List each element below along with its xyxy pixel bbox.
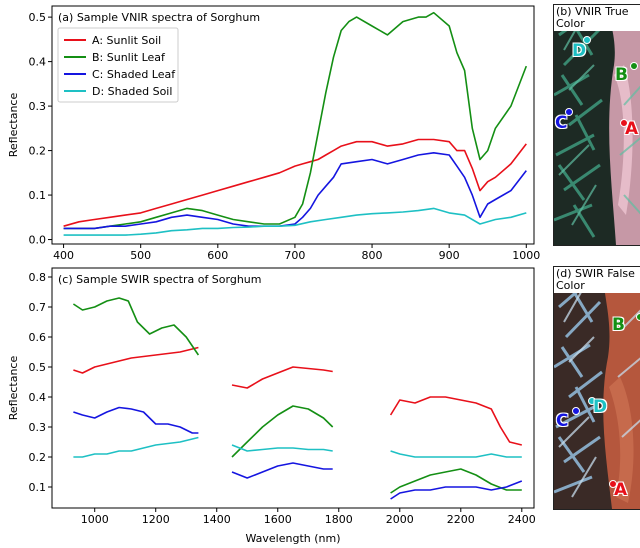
marker-label-a: A <box>625 119 639 139</box>
swir-image-graphic <box>554 267 640 509</box>
series-line-b <box>63 11 528 230</box>
series-line-b <box>390 468 522 494</box>
x-tick-label: 400 <box>53 249 74 262</box>
marker-c <box>565 108 573 116</box>
vnir-true-color-image: (b) VNIR True Color D B C A <box>553 4 640 246</box>
y-tick-label: 0.7 <box>29 301 47 314</box>
series-lines <box>63 11 528 236</box>
legend-label: B: Sunlit Leaf <box>92 51 166 64</box>
series-line-b <box>72 297 200 356</box>
marker-label-a: A <box>614 480 628 500</box>
x-axis-label: Wavelength (nm) <box>245 532 340 545</box>
marker-label-d: D <box>593 397 608 417</box>
legend-box <box>57 27 179 103</box>
plot-frame <box>51 5 535 245</box>
y-tick-label: 0.0 <box>29 234 47 247</box>
x-tick-label: 2200 <box>447 513 475 526</box>
legend-label: C: Shaded Leaf <box>92 68 176 81</box>
x-tick-label: 2400 <box>508 513 536 526</box>
x-tick-label: 1200 <box>142 513 170 526</box>
x-tick-label: 1000 <box>81 513 109 526</box>
swir-spectra-chart: (c) Sample SWIR spectra of Sorghum Refle… <box>7 267 536 545</box>
series-line-a <box>389 396 522 446</box>
y-tick-label: 0.8 <box>29 271 47 284</box>
image-title: (d) SWIR False Color <box>554 267 640 293</box>
x-tick-label: 600 <box>207 249 228 262</box>
series-line-d <box>390 450 522 458</box>
x-tick-label: 800 <box>362 249 383 262</box>
legend-label: A: Sunlit Soil <box>92 34 161 47</box>
marker-label-c: C <box>555 113 568 133</box>
y-tick-label: 0.1 <box>29 189 47 202</box>
series-line-d <box>231 444 333 452</box>
x-tick-label: 1400 <box>203 513 231 526</box>
series-line-b <box>231 405 334 458</box>
series-line-c <box>231 462 333 479</box>
series-line-d <box>63 207 527 236</box>
marker-a <box>620 119 628 127</box>
y-tick-label: 0.3 <box>29 100 47 113</box>
y-tick-label: 0.6 <box>29 331 47 344</box>
y-tick-label: 0.5 <box>29 361 47 374</box>
swir-false-color-image: (d) SWIR False Color B C D A <box>553 266 640 510</box>
legend-label: D: Shaded Soil <box>92 85 172 98</box>
y-tick-label: 0.1 <box>29 481 47 494</box>
marker-b <box>630 62 638 70</box>
x-tick-label: 1000 <box>512 249 540 262</box>
x-tick-label: 2000 <box>386 513 414 526</box>
marker-label-b: B <box>612 315 625 335</box>
image-title: (b) VNIR True Color <box>554 5 640 31</box>
chart-title: (c) Sample SWIR spectra of Sorghum <box>58 273 262 286</box>
y-tick-label: 0.4 <box>29 56 47 69</box>
series-line-a <box>63 138 527 227</box>
x-tick-label: 1800 <box>325 513 353 526</box>
vnir-spectra-chart: (a) Sample VNIR spectra of Sorghum Refle… <box>7 5 541 262</box>
chart-title: (a) Sample VNIR spectra of Sorghum <box>58 11 260 24</box>
marker-label-c: C <box>556 411 569 431</box>
y-tick-label: 0.3 <box>29 421 47 434</box>
marker-d <box>588 397 596 405</box>
y-axis-label: Reflectance <box>7 93 20 158</box>
plot-frame <box>51 267 535 509</box>
x-tick-label: 500 <box>130 249 151 262</box>
marker-b <box>636 313 640 321</box>
y-tick-label: 0.2 <box>29 451 47 464</box>
legend: A: Sunlit Soil B: Sunlit Leaf C: Shaded Le… <box>57 27 179 103</box>
series-line-c <box>390 480 523 500</box>
y-tick-label: 0.5 <box>29 11 47 24</box>
x-tick-label: 1600 <box>264 513 292 526</box>
y-tick-label: 0.2 <box>29 145 47 158</box>
series-line-c <box>63 152 527 230</box>
series-lines <box>72 297 523 500</box>
marker-label-b: B <box>615 65 628 85</box>
marker-a <box>609 480 617 488</box>
x-tick-label: 700 <box>284 249 305 262</box>
y-tick-label: 0.4 <box>29 391 47 404</box>
marker-label-d: D <box>572 41 587 61</box>
x-tick-label: 900 <box>439 249 460 262</box>
series-line-a <box>231 366 333 389</box>
series-line-c <box>73 406 199 434</box>
marker-c <box>572 407 580 415</box>
axis-ticks: 400 500 600 700 800 900 1000 0.0 0.1 0.2 0.3 0.4 0.5 <box>29 11 541 262</box>
series-line-a <box>73 346 199 374</box>
series-line-d <box>73 436 199 458</box>
marker-d <box>583 36 591 44</box>
y-axis-label: Reflectance <box>7 356 20 421</box>
axis-ticks: 1000 1200 1400 1600 1800 2000 2200 2400 0.1 0.2 0.… <box>29 271 536 526</box>
